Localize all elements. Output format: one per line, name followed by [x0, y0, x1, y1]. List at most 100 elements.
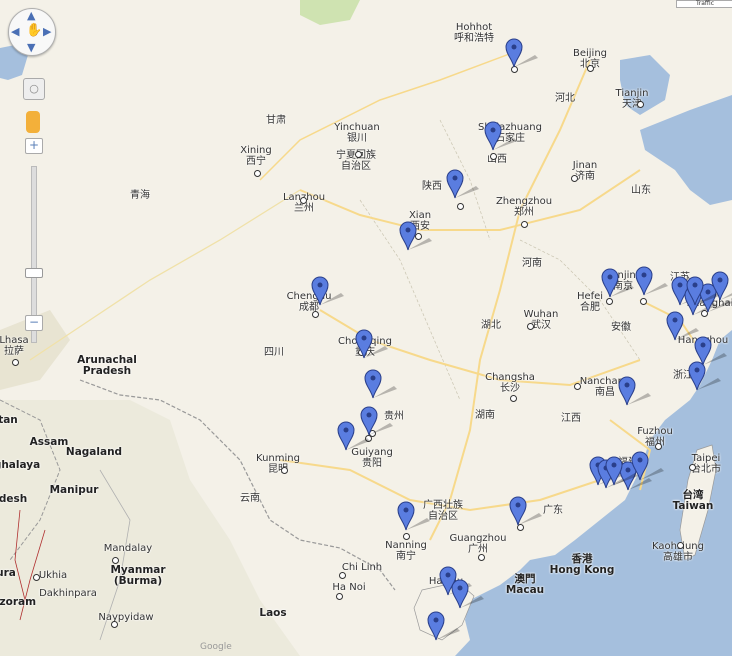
- map-marker-pin-icon[interactable]: [446, 168, 480, 200]
- street-view-pegman-icon[interactable]: [26, 111, 40, 133]
- label-tianjin: Tianjin 天津: [616, 88, 649, 110]
- zoom-control[interactable]: + −: [25, 138, 43, 368]
- label-nanjing-line: 南京: [612, 281, 633, 292]
- zoom-out-button[interactable]: −: [25, 315, 43, 331]
- label-shijiazhuang-line: Shijiazhuang: [478, 122, 542, 133]
- label-henan-line: 河南: [522, 258, 542, 269]
- zoom-in-button[interactable]: +: [25, 138, 43, 154]
- pan-up-icon[interactable]: ▲: [27, 9, 36, 22]
- map-marker-pin-icon[interactable]: [688, 360, 722, 392]
- label-yinchuan-line: Yinchuan: [334, 122, 380, 133]
- label-kunming-line: Kunming: [256, 453, 300, 464]
- map-marker-pin-icon[interactable]: [399, 220, 433, 252]
- traffic-toggle[interactable]: Traffic: [676, 0, 732, 8]
- label-arunachal-line: Arunachal: [77, 354, 137, 366]
- map-marker-pin-icon[interactable]: [364, 368, 398, 400]
- map-marker-pin-icon[interactable]: [711, 270, 732, 302]
- map-marker-pin-icon[interactable]: [451, 578, 485, 610]
- city-dot: [111, 621, 118, 628]
- pegman-icon[interactable]: ○: [23, 78, 45, 100]
- map-marker-pin-icon[interactable]: [355, 328, 389, 360]
- label-yinchuan-line: 银川: [346, 133, 367, 144]
- label-ghalaya: ghalaya: [0, 460, 40, 471]
- label-manipur-line: Manipur: [49, 484, 99, 496]
- map-marker-pin-icon[interactable]: [618, 375, 652, 407]
- pan-control[interactable]: ▲ ◀ ▶ ▼ ✋: [8, 8, 56, 56]
- label-xining-line: Xining: [240, 145, 272, 156]
- map-marker-pin-icon[interactable]: [601, 267, 635, 299]
- label-hongkong: 香港 Hong Kong: [550, 554, 615, 576]
- zoom-slider-track[interactable]: [31, 166, 37, 343]
- label-mizoram-line: izoram: [0, 596, 37, 608]
- map-marker-pin-icon[interactable]: [619, 460, 653, 492]
- label-zhejiang: 浙江: [673, 370, 693, 381]
- city-dot: [12, 359, 19, 366]
- label-guizhou-line: 贵州: [384, 411, 404, 422]
- label-tianjin-line: Tianjin: [615, 88, 649, 99]
- city-dot: [490, 153, 497, 160]
- map-marker-pin-icon[interactable]: [635, 265, 669, 297]
- pan-right-icon[interactable]: ▶: [43, 25, 52, 38]
- label-hebei: 河北: [555, 93, 575, 104]
- label-arunachal: Arunachal Pradesh: [77, 355, 137, 377]
- pan-left-icon[interactable]: ◀: [11, 25, 20, 38]
- label-hebei-line: 河北: [555, 93, 575, 104]
- label-taiwan: 台湾 Taiwan: [673, 490, 714, 512]
- label-hefei-line: 合肥: [580, 302, 600, 313]
- label-mandalay-line: Mandalay: [103, 543, 153, 554]
- label-guangdong: 广东: [543, 505, 563, 516]
- label-naypyidaw-line: Naypyidaw: [98, 612, 154, 623]
- label-tan-line: tan: [0, 414, 18, 426]
- label-guangxi-line: 自治区: [428, 511, 458, 522]
- city-dot: [637, 101, 644, 108]
- city-dot: [457, 203, 464, 210]
- city-dot: [112, 557, 119, 564]
- label-beijing: Beijing北京: [573, 48, 607, 70]
- label-xian-line: Xian: [408, 210, 432, 221]
- label-hanoi: Ha Noi: [332, 582, 365, 593]
- label-zhengzhou-line: 郑州: [513, 207, 534, 218]
- zoom-slider-thumb[interactable]: [25, 268, 43, 278]
- label-dakhinpara-line: Dakhinpara: [39, 588, 97, 599]
- city-dot: [300, 197, 307, 204]
- map-marker-pin-icon[interactable]: [509, 495, 543, 527]
- map-marker-pin-icon[interactable]: [505, 37, 539, 69]
- label-hohhot-line: 呼和浩特: [454, 33, 494, 44]
- map-marker-pin-icon[interactable]: [337, 420, 371, 452]
- label-nanning: Nanning 南宁: [385, 540, 427, 562]
- label-beijing-line: 北京: [573, 59, 607, 70]
- city-dot: [587, 65, 594, 72]
- city-dot: [517, 524, 524, 531]
- map-marker-pin-icon[interactable]: [699, 282, 732, 314]
- label-hunan: 湖南: [475, 410, 495, 421]
- map-marker-pin-icon[interactable]: [484, 120, 518, 152]
- label-sichuan-line: 四川: [264, 347, 284, 358]
- label-fuzhou-line: 福州: [645, 437, 665, 448]
- label-shijiazhuang-line: 石家庄: [494, 133, 525, 144]
- label-manipur: Manipur: [50, 485, 99, 496]
- map-marker-pin-icon[interactable]: [686, 275, 720, 307]
- label-lhasa: Lhasa 拉萨: [0, 335, 29, 357]
- city-dot: [254, 170, 261, 177]
- label-chilinh-line: Chi Linh: [341, 562, 383, 573]
- label-guiyang-line: Guiyang: [351, 447, 393, 458]
- label-macau: 澳門 Macau: [506, 574, 544, 596]
- map-marker-pin-icon[interactable]: [666, 310, 700, 342]
- city-dot: [336, 593, 343, 600]
- label-jiangxi-line: 江西: [561, 413, 581, 424]
- map-marker-pin-icon[interactable]: [427, 610, 461, 642]
- label-shanxi: 山西: [487, 154, 507, 165]
- map-marker-pin-icon[interactable]: [631, 450, 665, 482]
- label-shandong: 山东: [631, 185, 651, 196]
- label-guangzhou: Guangzhou 广州: [450, 533, 507, 555]
- label-tura: ura: [0, 568, 16, 579]
- map-marker-pin-icon[interactable]: [694, 335, 728, 367]
- map-marker-pin-icon[interactable]: [360, 405, 394, 437]
- map-marker-pin-icon[interactable]: [311, 275, 345, 307]
- map-marker-pin-icon[interactable]: [397, 500, 431, 532]
- label-nanning-line: Nanning: [385, 540, 427, 551]
- map-marker-pin-icon[interactable]: [605, 455, 639, 487]
- pan-down-icon[interactable]: ▼: [27, 41, 36, 54]
- label-taipei-line: Taipei: [691, 453, 721, 464]
